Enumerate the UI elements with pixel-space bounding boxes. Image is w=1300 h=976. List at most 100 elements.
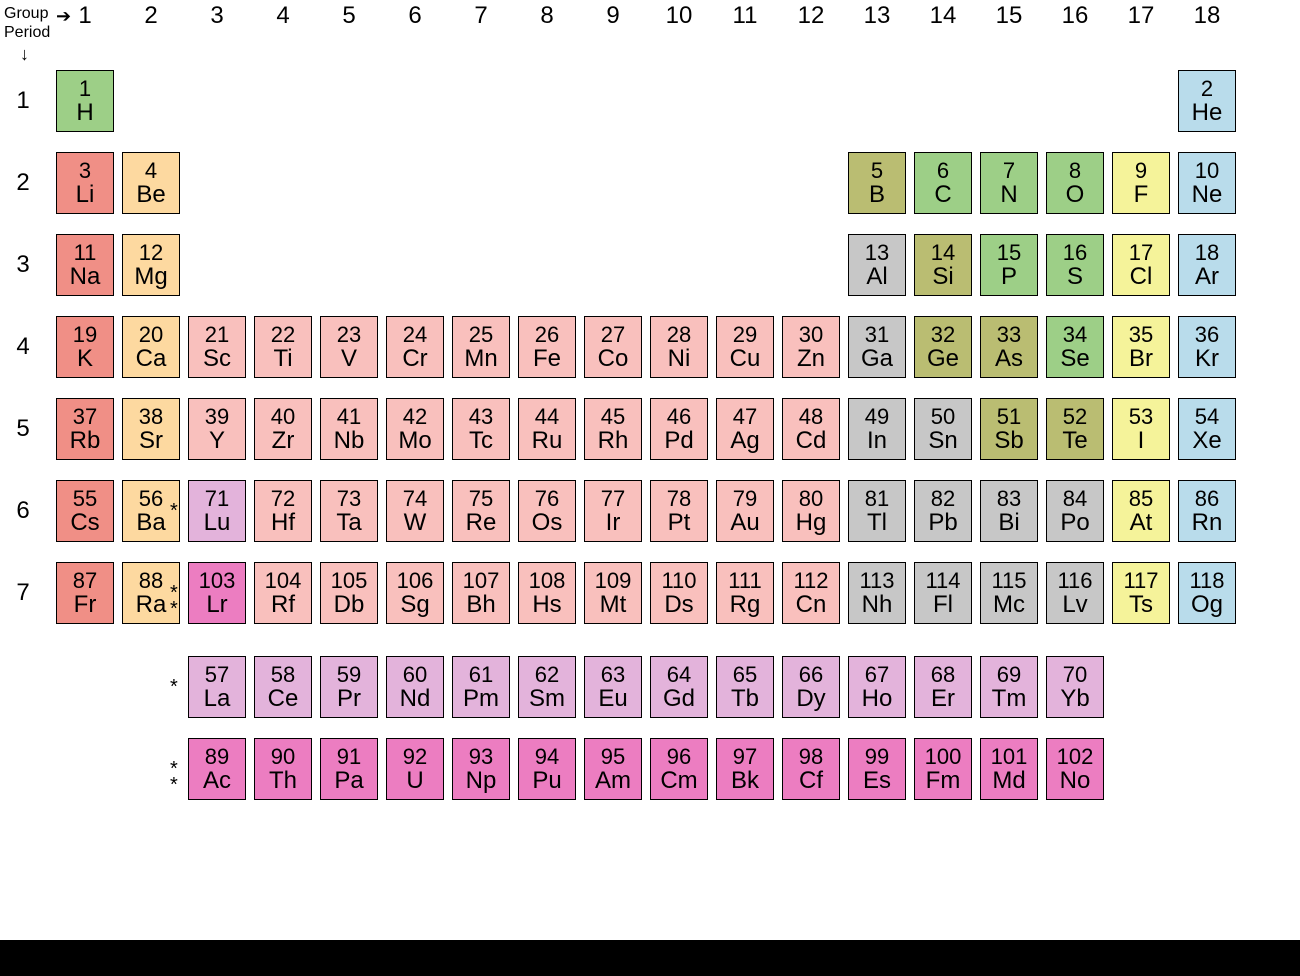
atomic-number: 84 <box>1063 487 1087 510</box>
atomic-number: 58 <box>271 663 295 686</box>
element-symbol: Re <box>466 510 497 535</box>
element-cell-th: 90Th <box>254 738 312 800</box>
asterisk-marker: * * <box>170 585 178 617</box>
element-symbol: Ga <box>861 346 893 371</box>
element-symbol: Sm <box>529 686 565 711</box>
element-symbol: Tl <box>867 510 887 535</box>
element-cell-li: 3Li <box>56 152 114 214</box>
element-symbol: Mt <box>600 592 627 617</box>
element-symbol: Ho <box>862 686 893 711</box>
element-cell-cn: 112Cn <box>782 562 840 624</box>
element-cell-os: 76Os <box>518 480 576 542</box>
element-symbol: Rb <box>70 428 101 453</box>
element-cell-ni: 28Ni <box>650 316 708 378</box>
atomic-number: 67 <box>865 663 889 686</box>
period-number: 6 <box>8 497 38 525</box>
atomic-number: 113 <box>859 569 894 592</box>
element-cell-f: 9F <box>1112 152 1170 214</box>
element-cell-tl: 81Tl <box>848 480 906 542</box>
element-symbol: Mn <box>464 346 497 371</box>
element-cell-ir: 77Ir <box>584 480 642 542</box>
element-symbol: Fm <box>926 768 961 793</box>
element-symbol: Te <box>1062 428 1087 453</box>
atomic-number: 85 <box>1129 487 1153 510</box>
element-cell-ts: 117Ts <box>1112 562 1170 624</box>
group-number: 17 <box>1112 2 1170 30</box>
element-symbol: Cl <box>1130 264 1153 289</box>
atomic-number: 17 <box>1129 241 1153 264</box>
atomic-number: 34 <box>1063 323 1087 346</box>
element-cell-na: 11Na <box>56 234 114 296</box>
atomic-number: 96 <box>667 745 691 768</box>
element-cell-sg: 106Sg <box>386 562 444 624</box>
element-cell-mg: 12Mg <box>122 234 180 296</box>
atomic-number: 81 <box>865 487 889 510</box>
element-cell-fr: 87Fr <box>56 562 114 624</box>
atomic-number: 6 <box>937 159 949 182</box>
element-cell-rn: 86Rn <box>1178 480 1236 542</box>
atomic-number: 19 <box>73 323 97 346</box>
atomic-number: 61 <box>469 663 493 686</box>
element-cell-ho: 67Ho <box>848 656 906 718</box>
atomic-number: 86 <box>1195 487 1219 510</box>
element-cell-he: 2He <box>1178 70 1236 132</box>
element-cell-mt: 109Mt <box>584 562 642 624</box>
element-symbol: Ce <box>268 686 299 711</box>
element-symbol: Ra <box>136 592 167 617</box>
element-cell-pu: 94Pu <box>518 738 576 800</box>
element-symbol: Hf <box>271 510 295 535</box>
element-symbol: P <box>1001 264 1017 289</box>
atomic-number: 104 <box>265 569 302 592</box>
element-symbol: U <box>406 768 423 793</box>
element-symbol: Sr <box>139 428 163 453</box>
element-symbol: Bk <box>731 768 759 793</box>
element-symbol: Er <box>931 686 955 711</box>
element-cell-v: 23V <box>320 316 378 378</box>
element-cell-zr: 40Zr <box>254 398 312 460</box>
element-symbol: Hg <box>796 510 827 535</box>
element-cell-hf: 72Hf <box>254 480 312 542</box>
element-cell-eu: 63Eu <box>584 656 642 718</box>
element-symbol: Nd <box>400 686 431 711</box>
element-symbol: Zr <box>272 428 295 453</box>
atomic-number: 101 <box>991 745 1028 768</box>
element-cell-cd: 48Cd <box>782 398 840 460</box>
atomic-number: 74 <box>403 487 427 510</box>
element-cell-xe: 54Xe <box>1178 398 1236 460</box>
element-symbol: H <box>76 100 93 125</box>
element-cell-tc: 43Tc <box>452 398 510 460</box>
element-symbol: Pm <box>463 686 499 711</box>
atomic-number: 28 <box>667 323 691 346</box>
element-cell-og: 118Og <box>1178 562 1236 624</box>
element-symbol: Ru <box>532 428 563 453</box>
element-symbol: Tc <box>469 428 493 453</box>
element-cell-bk: 97Bk <box>716 738 774 800</box>
element-symbol: I <box>1138 428 1145 453</box>
atomic-number: 93 <box>469 745 493 768</box>
atomic-number: 18 <box>1195 241 1219 264</box>
period-number: 7 <box>8 579 38 607</box>
atomic-number: 11 <box>74 241 97 264</box>
atomic-number: 62 <box>535 663 559 686</box>
element-cell-cr: 24Cr <box>386 316 444 378</box>
element-cell-ru: 44Ru <box>518 398 576 460</box>
element-cell-sc: 21Sc <box>188 316 246 378</box>
element-cell-co: 27Co <box>584 316 642 378</box>
atomic-number: 54 <box>1195 405 1219 428</box>
atomic-number: 25 <box>469 323 493 346</box>
element-cell-i: 53I <box>1112 398 1170 460</box>
element-cell-pb: 82Pb <box>914 480 972 542</box>
element-symbol: Os <box>532 510 563 535</box>
element-cell-pm: 61Pm <box>452 656 510 718</box>
atomic-number: 23 <box>337 323 361 346</box>
atomic-number: 24 <box>403 323 427 346</box>
atomic-number: 83 <box>997 487 1021 510</box>
element-cell-as: 33As <box>980 316 1038 378</box>
asterisk-marker: * <box>170 679 178 695</box>
group-label: Group <box>4 5 48 22</box>
atomic-number: 45 <box>601 405 625 428</box>
element-symbol: Pu <box>532 768 561 793</box>
atomic-number: 111 <box>728 569 761 592</box>
group-number: 6 <box>386 2 444 30</box>
element-cell-y: 39Y <box>188 398 246 460</box>
